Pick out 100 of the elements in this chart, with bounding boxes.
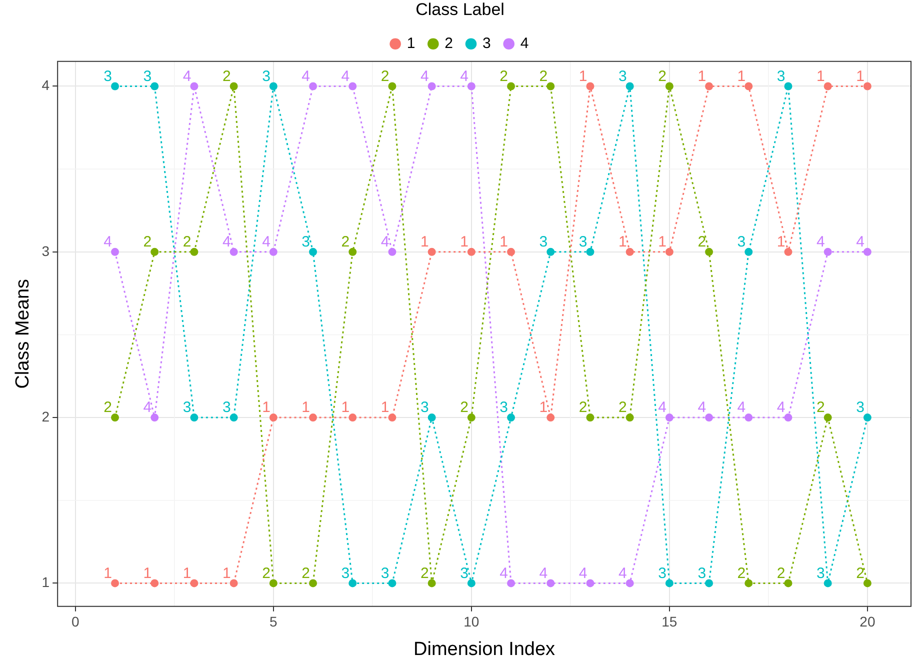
point (428, 82, 436, 90)
x-axis-title: Dimension Index (414, 638, 556, 660)
point (744, 82, 753, 90)
x-tick-label: 5 (270, 614, 278, 630)
annotation: 1 (380, 399, 390, 416)
point (705, 579, 714, 588)
annotation: 1 (578, 68, 588, 85)
point (744, 579, 753, 588)
x-tick-label: 10 (464, 614, 480, 630)
point (824, 579, 832, 588)
annotation: 4 (460, 68, 468, 85)
point (190, 82, 198, 90)
annotation: 1 (618, 234, 627, 251)
annotation: 3 (816, 564, 825, 582)
annotation: 4 (420, 68, 429, 85)
annotation: 2 (222, 68, 231, 85)
annotation: 3 (658, 564, 666, 582)
point (348, 82, 357, 90)
point (111, 579, 120, 588)
annotation: 4 (856, 234, 864, 251)
annotation: 2 (104, 399, 112, 416)
annotation: 3 (380, 564, 390, 582)
annotation: 3 (539, 234, 548, 251)
annotation: 4 (143, 399, 152, 416)
point (467, 414, 476, 422)
annotation: 3 (578, 234, 588, 251)
point (230, 82, 238, 90)
annotation: 2 (500, 68, 508, 85)
annotation: 1 (460, 234, 468, 251)
point (626, 414, 634, 422)
annotation: 3 (460, 564, 468, 582)
x-tick-label: 0 (72, 614, 80, 630)
annotation: 1 (341, 399, 350, 416)
annotation: 1 (222, 564, 231, 582)
annotation: 2 (856, 564, 864, 582)
annotation: 1 (539, 399, 548, 416)
annotation: 1 (500, 234, 508, 251)
annotation: 4 (539, 564, 548, 582)
point (309, 82, 318, 90)
legend-label: 2 (444, 35, 453, 52)
point (705, 414, 714, 422)
point (507, 579, 516, 588)
annotation: 4 (658, 399, 666, 416)
point (428, 579, 436, 588)
point (388, 82, 396, 90)
point (309, 579, 318, 588)
annotation: 3 (737, 234, 746, 251)
annotation: 2 (578, 399, 588, 416)
point (269, 82, 278, 90)
point (784, 414, 792, 422)
point (348, 248, 357, 256)
point (626, 82, 634, 90)
point (507, 414, 516, 422)
x-tick-label: 20 (860, 614, 876, 630)
point (150, 414, 159, 422)
legend-label: 4 (520, 35, 529, 52)
annotation: 1 (420, 234, 429, 251)
point (428, 248, 436, 256)
point (784, 248, 792, 256)
point (230, 248, 238, 256)
annotation: 2 (380, 68, 390, 85)
annotation: 1 (737, 68, 746, 85)
annotation: 1 (143, 564, 152, 582)
annotation: 2 (302, 564, 310, 582)
point (467, 82, 476, 90)
annotation: 2 (143, 234, 152, 251)
point (586, 248, 594, 256)
point (586, 414, 594, 422)
point (111, 248, 120, 256)
legend-title: Class Label (416, 0, 504, 20)
point (507, 82, 516, 90)
x-tick-label: 15 (662, 614, 678, 630)
point (388, 248, 396, 256)
point (665, 579, 674, 588)
point (269, 414, 278, 422)
y-tick-label: 1 (42, 574, 50, 590)
point (230, 579, 238, 588)
point (507, 248, 516, 256)
annotation: 3 (222, 399, 231, 416)
annotation: 4 (341, 68, 350, 85)
annotation: 2 (182, 234, 192, 251)
y-tick-label: 2 (42, 408, 50, 424)
point (546, 414, 555, 422)
annotation: 4 (737, 399, 746, 416)
annotation: 3 (618, 68, 627, 85)
legend-label: 1 (406, 35, 416, 52)
point (546, 82, 555, 90)
annotation: 3 (776, 68, 786, 85)
annotation: 4 (776, 399, 786, 416)
point (190, 414, 198, 422)
y-tick-label: 3 (42, 242, 50, 259)
annotation: 3 (262, 68, 270, 85)
point (428, 414, 436, 422)
point (665, 248, 674, 256)
annotation: 4 (500, 564, 508, 582)
point (824, 248, 832, 256)
point (863, 414, 872, 422)
point (348, 579, 357, 588)
annotation: 3 (104, 68, 112, 85)
annotation: 2 (539, 68, 548, 85)
